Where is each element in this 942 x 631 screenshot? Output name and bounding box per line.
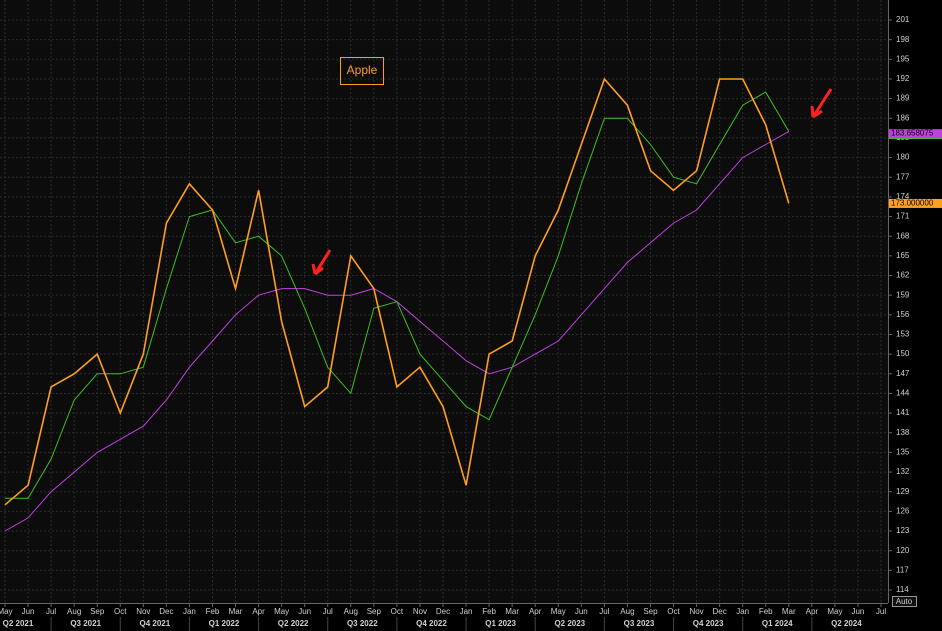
quarter-label: Q3 2022: [347, 619, 378, 628]
quarter-label: Q1 2024: [762, 619, 793, 628]
x-tick-label: Jul: [46, 607, 56, 616]
y-tick-label: 141: [896, 408, 910, 417]
x-tick-label: May: [274, 607, 289, 616]
x-tick-label: Jun: [298, 607, 311, 616]
y-tick-label: 171: [896, 212, 910, 221]
y-tick-label: 114: [896, 585, 909, 594]
y-tick-label: 132: [896, 467, 910, 476]
price-tag: [889, 198, 942, 208]
y-tick-label: 162: [896, 271, 910, 280]
y-tick-label: 156: [896, 310, 910, 319]
y-tick-label: 129: [896, 487, 910, 496]
y-tick-label: 147: [896, 369, 910, 378]
x-tick-label: Jun: [575, 607, 588, 616]
x-tick-label: Aug: [620, 607, 634, 616]
x-tick-label: Jun: [851, 607, 864, 616]
y-tick-label: 153: [896, 330, 910, 339]
x-tick-label: Oct: [391, 607, 404, 616]
quarter-label: Q4 2021: [139, 619, 170, 628]
y-tick-label: 150: [896, 349, 910, 358]
y-tick-label: 189: [896, 94, 910, 103]
x-tick-label: Feb: [759, 607, 773, 616]
quarter-label: Q2 2022: [278, 619, 309, 628]
x-tick-label: Nov: [136, 607, 150, 616]
price-tag: [889, 129, 942, 139]
auto-button-label[interactable]: Auto: [896, 597, 913, 606]
y-tick-label: 174: [896, 192, 910, 201]
quarter-label: Q1 2023: [485, 619, 516, 628]
y-tick-label: 120: [896, 546, 910, 555]
x-tick-label: Mar: [505, 607, 519, 616]
x-tick-label: Oct: [667, 607, 680, 616]
y-tick-label: 144: [896, 389, 910, 398]
x-tick-label: Mar: [229, 607, 243, 616]
annotation: Apple: [347, 63, 378, 77]
x-tick-label: Aug: [344, 607, 358, 616]
quarter-label: Q4 2022: [416, 619, 447, 628]
y-tick-label: 126: [896, 506, 910, 515]
y-tick-label: 198: [896, 35, 910, 44]
x-tick-label: Jan: [736, 607, 749, 616]
x-tick-label: Jun: [22, 607, 35, 616]
x-tick-label: Sep: [367, 607, 382, 616]
x-tick-label: Oct: [114, 607, 127, 616]
y-tick-label: 180: [896, 153, 910, 162]
y-tick-label: 195: [896, 54, 910, 63]
x-tick-label: Sep: [90, 607, 105, 616]
y-tick-label: 165: [896, 251, 910, 260]
x-tick-label: Dec: [159, 607, 173, 616]
x-tick-label: Jul: [876, 607, 886, 616]
annotation-box: [340, 57, 384, 85]
y-tick-label: 186: [896, 113, 910, 122]
x-tick-label: Feb: [206, 607, 220, 616]
auto-button[interactable]: [892, 596, 917, 607]
quarter-label: Q3 2023: [624, 619, 655, 628]
y-tick-label: 138: [896, 428, 910, 437]
price-tag-label: 183.658075: [891, 129, 934, 138]
x-tick-label: Jul: [599, 607, 609, 616]
quarter-label: Q1 2022: [209, 619, 240, 628]
x-tick-label: Nov: [689, 607, 703, 616]
x-tick-label: Dec: [436, 607, 450, 616]
x-tick-label: Jan: [183, 607, 196, 616]
x-tick-label: Jan: [460, 607, 473, 616]
y-tick-label: 135: [896, 448, 910, 457]
arrow: [311, 249, 332, 276]
y-tick-label: 192: [896, 74, 910, 83]
series-line: [4, 77, 790, 506]
quarter-label: Q2 2024: [831, 619, 862, 628]
y-tick-label: 177: [896, 172, 910, 181]
y-tick-label: 159: [896, 290, 910, 299]
quarter-label: Q2 2021: [3, 619, 34, 628]
x-tick-label: Apr: [529, 607, 542, 616]
series-line: [5, 91, 790, 499]
y-tick-label: 123: [896, 526, 910, 535]
quarter-label: Q3 2021: [70, 619, 101, 628]
y-tick-label: 168: [896, 231, 910, 240]
x-tick-label: Dec: [713, 607, 727, 616]
x-tick-label: Mar: [782, 607, 796, 616]
y-tick-label: 201: [896, 15, 910, 24]
x-tick-label: Apr: [252, 607, 265, 616]
x-tick-label: Aug: [67, 607, 81, 616]
y-tick-label: 117: [896, 565, 909, 574]
x-tick-label: May: [827, 607, 842, 616]
plot-area: [0, 0, 888, 603]
x-tick-label: Jul: [323, 607, 333, 616]
x-tick-label: May: [551, 607, 566, 616]
arrow: [810, 88, 833, 119]
x-tick-label: Sep: [643, 607, 658, 616]
x-tick-label: Nov: [413, 607, 427, 616]
price-tag-label: 173.000000: [891, 199, 934, 208]
x-tick-label: Apr: [806, 607, 819, 616]
quarter-label: Q4 2023: [693, 619, 724, 628]
quarter-label: Q2 2023: [554, 619, 585, 628]
x-tick-label: Feb: [482, 607, 496, 616]
x-tick-label: May: [0, 607, 13, 616]
